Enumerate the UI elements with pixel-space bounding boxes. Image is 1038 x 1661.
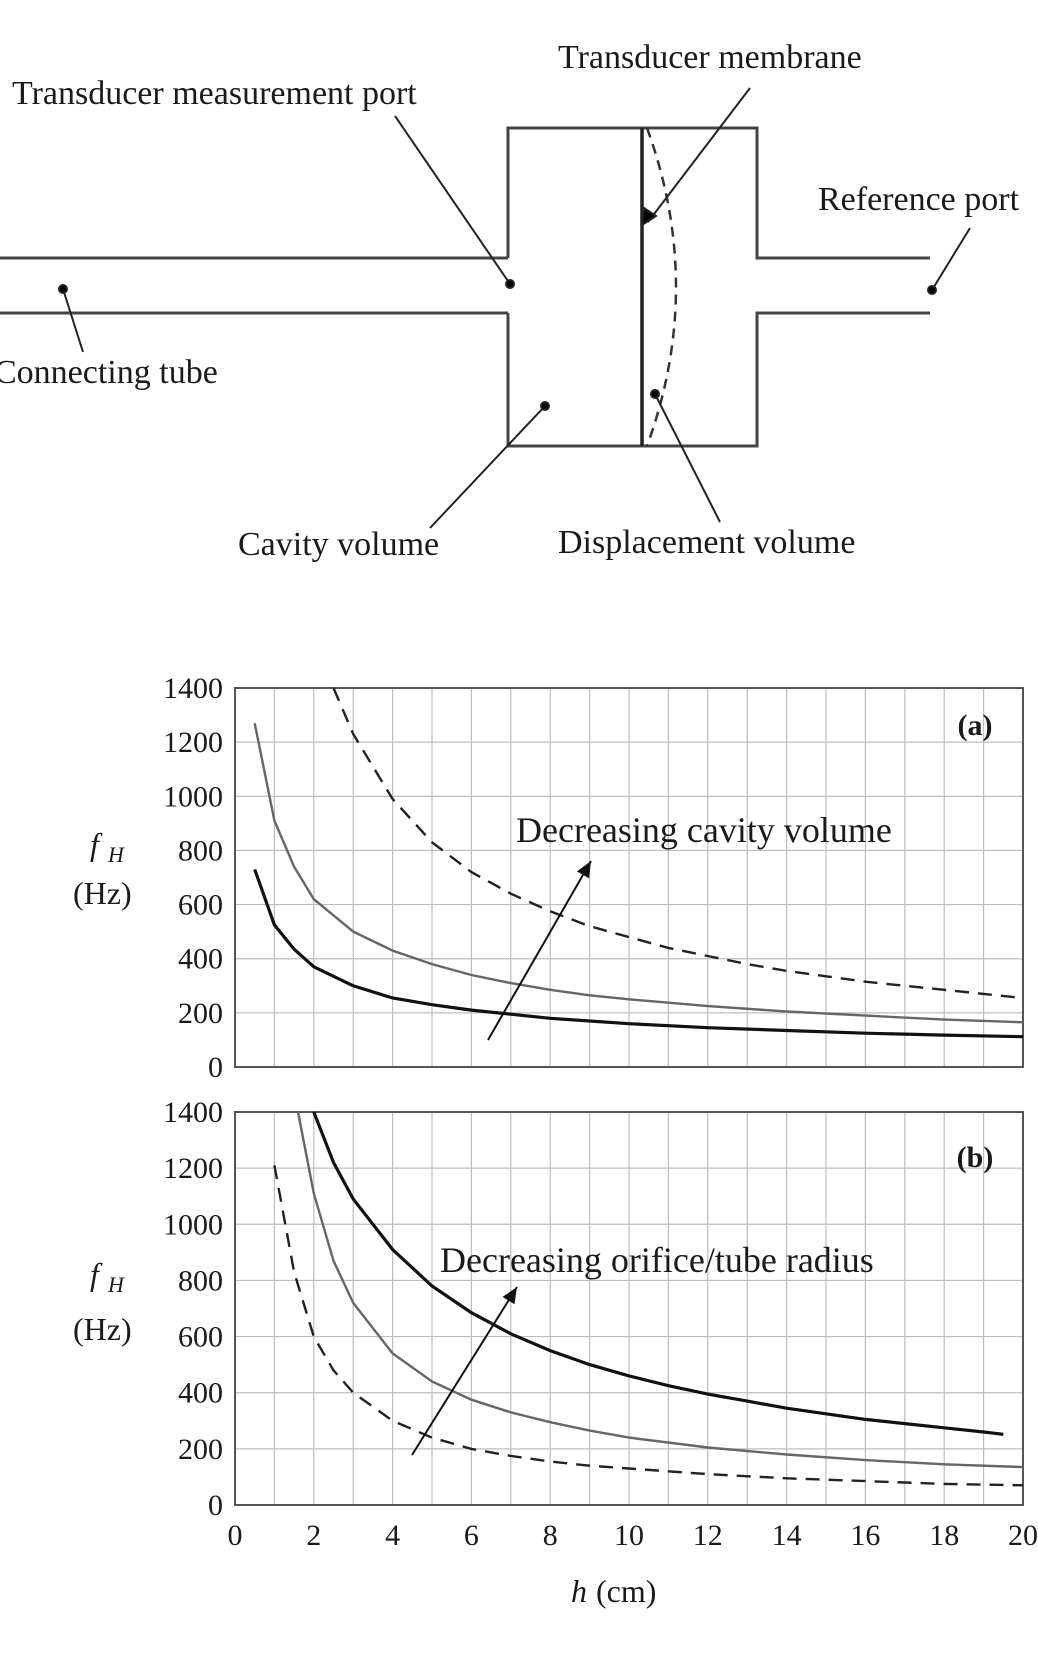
x-tick-label: 16 — [850, 1519, 880, 1552]
dot-cavity-volume — [540, 401, 550, 411]
y-tick-label: 1200 — [163, 726, 223, 759]
x-axis-label: h — [571, 1573, 587, 1609]
y-tick-label: 0 — [208, 1489, 223, 1522]
y-tick-label: 0 — [208, 1051, 223, 1084]
displacement-arc — [645, 127, 678, 447]
series-line-1 — [332, 687, 1024, 1000]
grid — [235, 1112, 1023, 1505]
diagram-labels: Transducer measurement port Transducer m… — [0, 39, 1020, 563]
leader-measurement-port — [394, 115, 511, 285]
label-measurement-port: Transducer measurement port — [12, 75, 417, 112]
leader-cavity-volume — [429, 405, 546, 529]
x-tick-label: 10 — [614, 1519, 644, 1552]
y-tick-label: 200 — [178, 1433, 223, 1466]
y-tick-label: 600 — [178, 889, 223, 922]
series-line-2 — [296, 1111, 1024, 1469]
y-axis-unit: (Hz) — [73, 875, 132, 911]
y-tick-label: 1400 — [163, 1096, 223, 1129]
y-axis-label: f — [90, 1256, 103, 1292]
arrowhead-membrane — [640, 206, 658, 227]
x-tick-label: 14 — [772, 1519, 802, 1552]
leader-membrane — [647, 87, 751, 223]
label-cavity-volume: Cavity volume — [238, 526, 439, 563]
grid — [235, 688, 1023, 1067]
label-displacement-volume: Displacement volume — [558, 524, 855, 561]
x-tick-label: 2 — [306, 1519, 321, 1552]
x-tick-label: 20 — [1008, 1519, 1038, 1552]
annotation-arrowhead — [576, 861, 591, 879]
cavity-outline-bottom — [506, 311, 930, 448]
plot-frame — [234, 1111, 1024, 1506]
x-tick-label: 12 — [693, 1519, 723, 1552]
annotation-arrow — [487, 860, 592, 1041]
annotation-text: Decreasing cavity volume — [516, 810, 892, 850]
y-tick-label: 400 — [178, 1377, 223, 1410]
transducer-diagram — [0, 126, 930, 448]
chart-panel-b: 0 200 400 600 800 1000 1200 1400 0 2 4 6 8 10 12 14 16 18… — [73, 1096, 1038, 1609]
leader-connecting-tube — [62, 288, 84, 353]
dot-reference-port — [927, 285, 937, 295]
dot-measurement-port — [505, 279, 515, 289]
diagram-leaders — [58, 87, 971, 529]
annotation-arrow — [411, 1286, 518, 1456]
y-tick-label: 1200 — [163, 1152, 223, 1185]
dot-connecting-tube — [58, 284, 68, 294]
plot-frame — [234, 687, 1024, 1068]
y-tick-label: 800 — [178, 834, 223, 867]
label-reference-port: Reference port — [818, 181, 1020, 218]
y-tick-label: 1000 — [163, 1208, 223, 1241]
x-tick-label: 18 — [929, 1519, 959, 1552]
series-line-3 — [253, 868, 1024, 1039]
panel-label: (a) — [958, 709, 993, 742]
series-line-3 — [273, 1165, 1024, 1487]
chart-panel-a: 0 200 400 600 800 1000 1200 1400 (a) Decreasing c… — [73, 672, 1024, 1084]
x-tick-label: 6 — [464, 1519, 479, 1552]
y-axis-unit: (Hz) — [73, 1311, 132, 1347]
annotation-text: Decreasing orifice/tube radius — [440, 1240, 874, 1280]
y-axis-label-subscript: H — [107, 842, 125, 867]
cavity-outline — [506, 126, 930, 260]
x-tick-label: 4 — [385, 1519, 400, 1552]
series-line-2 — [253, 722, 1024, 1024]
y-tick-label: 800 — [178, 1264, 223, 1297]
leader-displacement-volume — [654, 393, 721, 523]
x-axis-unit: (cm) — [596, 1573, 656, 1609]
x-tick-label: 8 — [543, 1519, 558, 1552]
y-tick-label: 1400 — [163, 672, 223, 705]
leader-reference-port — [931, 227, 971, 291]
y-tick-label: 200 — [178, 997, 223, 1030]
y-axis-label-subscript: H — [107, 1272, 125, 1297]
annotation-arrowhead — [502, 1287, 517, 1305]
series-line-1 — [312, 1111, 1004, 1436]
y-tick-label: 400 — [178, 943, 223, 976]
x-tick-label: 0 — [228, 1519, 243, 1552]
y-tick-label: 1000 — [163, 780, 223, 813]
label-connecting-tube: Connecting tube — [0, 354, 218, 391]
panel-label: (b) — [957, 1141, 994, 1174]
dot-displacement-volume — [650, 389, 660, 399]
y-axis-label: f — [90, 826, 103, 862]
y-tick-label: 600 — [178, 1321, 223, 1354]
label-membrane: Transducer membrane — [558, 39, 862, 76]
